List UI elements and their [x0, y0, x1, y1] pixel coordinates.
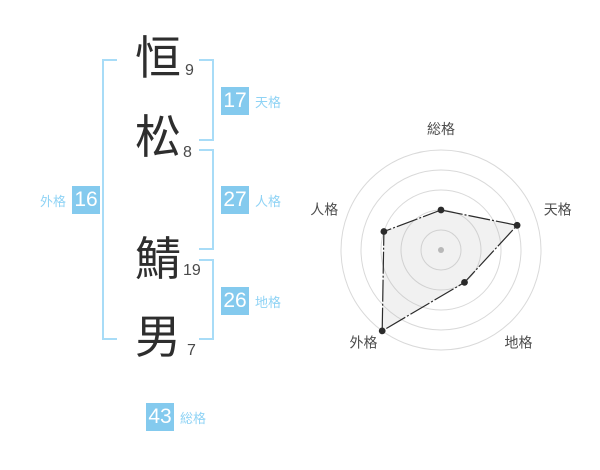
radar-point [461, 279, 468, 286]
grid-ring [360, 169, 522, 331]
stroke-count-2: 8 [183, 144, 192, 161]
name-char-4: 男 [135, 311, 181, 363]
stroke-count-1: 9 [185, 62, 194, 79]
jinkaku-label: 人格 [255, 193, 282, 209]
axis-label: 地格 [505, 334, 533, 350]
radar-point [378, 327, 386, 335]
axis-label: 天格 [544, 202, 572, 218]
radar-point [437, 206, 445, 214]
jinkaku-badge: 27 人格 [221, 186, 281, 214]
grid-ring [340, 149, 542, 351]
soukaku-label: 総格 [180, 410, 207, 426]
grid-ring [380, 189, 502, 311]
axis-label: 外格 [350, 334, 378, 350]
chikaku-value: 26 [221, 287, 249, 315]
chikaku-label: 地格 [255, 294, 282, 310]
jinkaku-bracket [199, 149, 214, 250]
center-dot [438, 247, 444, 253]
chikaku-badge: 26 地格 [221, 287, 281, 315]
soukaku-badge: 43 総格 [146, 403, 206, 431]
gaikaku-value: 16 [72, 186, 101, 214]
gaikaku-label: 外格 [40, 193, 67, 209]
radar-point [380, 228, 388, 235]
name-char-3: 鯖 [135, 233, 181, 285]
gaikaku-badge: 外格 16 [40, 186, 101, 214]
stroke-count-4: 7 [187, 342, 196, 359]
axis-label: 総格 [427, 121, 455, 137]
jinkaku-value: 27 [221, 186, 249, 214]
name-char-1: 恒 [135, 32, 181, 84]
axis-label: 人格 [310, 202, 338, 218]
soukaku-value: 43 [146, 403, 174, 431]
full-name-bracket [102, 59, 117, 340]
radar-point [513, 221, 521, 229]
tenkaku-badge: 17 天格 [221, 87, 281, 115]
stroke-count-3: 19 [183, 262, 201, 279]
name-char-2: 松 [135, 111, 181, 163]
tenkaku-value: 17 [221, 87, 249, 115]
chikaku-bracket [199, 259, 214, 340]
tenkaku-label: 天格 [255, 94, 282, 110]
radar-polygon [381, 209, 518, 332]
tenkaku-bracket [199, 59, 214, 141]
grid-ring [420, 229, 462, 271]
